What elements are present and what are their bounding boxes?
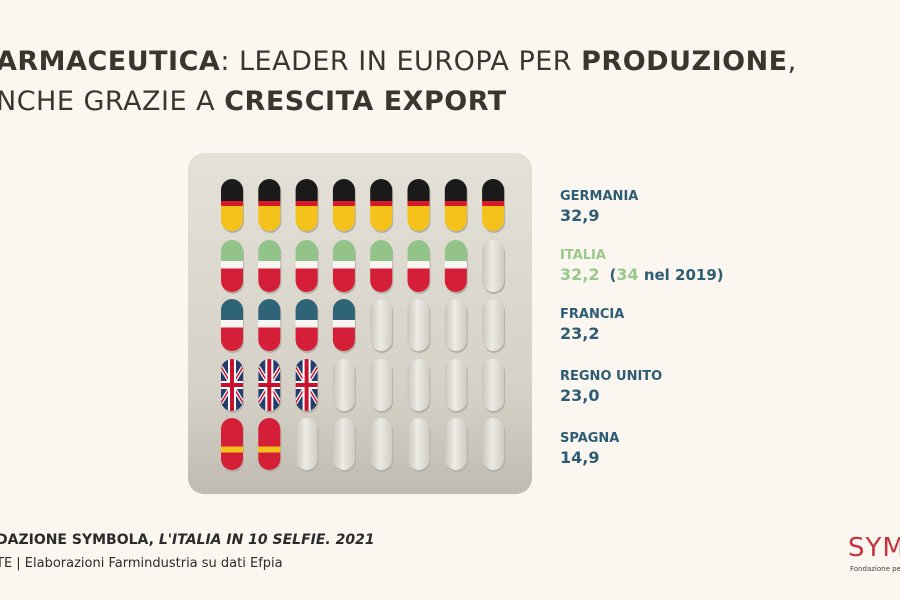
- logo-mark: SYM: [848, 533, 900, 563]
- flag-pill: [332, 179, 355, 231]
- flag-pill: [407, 179, 430, 231]
- empty-pill: [407, 418, 430, 470]
- title-part: : LEADER IN EUROPA PER: [220, 46, 581, 77]
- pill-row: [221, 299, 506, 353]
- source: DAZIONE SYMBOLA,: [0, 532, 159, 548]
- country-name: SPAGNA: [560, 431, 619, 446]
- empty-pill: [295, 418, 318, 470]
- title-line-2: NCHE GRAZIE A CRESCITA EXPORT: [0, 86, 507, 117]
- country-name: ITALIA: [560, 248, 606, 263]
- flag-pill: [221, 179, 243, 231]
- empty-pill: [332, 418, 355, 470]
- note: nel 2019): [639, 266, 724, 284]
- pill-row: [221, 359, 506, 413]
- flag-pill: [221, 359, 243, 411]
- flag-pill: [221, 299, 243, 351]
- empty-pill: [482, 240, 505, 292]
- empty-pill: [444, 418, 467, 470]
- country-value: 32,2 (34 nel 2019): [560, 265, 724, 284]
- empty-pill: [370, 299, 393, 351]
- empty-pill: [332, 359, 355, 411]
- pill-row: [221, 240, 506, 294]
- country-value: 32,2: [560, 265, 599, 284]
- country-name: FRANCIA: [560, 307, 624, 322]
- uk-cross-red: [304, 359, 309, 411]
- flag-pill: [295, 240, 318, 292]
- empty-pill: [370, 359, 393, 411]
- empty-pill: [482, 418, 505, 470]
- title-part: PRODUZIONE: [581, 46, 788, 77]
- publication: L'ITALIA IN 10 SELFIE. 2021: [159, 532, 375, 548]
- logo-text: Fondazione per l: [850, 565, 900, 573]
- title-part: NCHE GRAZIE A: [0, 86, 224, 117]
- footer-source: DAZIONE SYMBOLA, L'ITALIA IN 10 SELFIE. …: [0, 532, 375, 548]
- flag-pill: [258, 359, 281, 411]
- flag-pill: [258, 179, 281, 231]
- note-value: 34: [616, 265, 638, 284]
- flag-pill: [258, 418, 281, 470]
- title-part: ,: [788, 46, 797, 77]
- flag-pill: [407, 240, 430, 292]
- empty-pill: [407, 359, 430, 411]
- country-value: 32,9: [560, 206, 599, 225]
- flag-pill: [370, 179, 393, 231]
- country-labels: GERMANIA 32,9 ITALIA 32,2 (34 nel 2019) F…: [560, 189, 724, 467]
- pill-row: [221, 179, 506, 233]
- country-value: 23,2: [560, 324, 599, 343]
- flag-pill: [332, 240, 355, 292]
- flag-pill: [444, 240, 467, 292]
- flag-pill: [370, 240, 393, 292]
- empty-pill: [444, 359, 467, 411]
- uk-cross-red: [267, 359, 272, 411]
- flag-pill: [295, 179, 318, 231]
- flag-pill: [295, 299, 318, 351]
- country-name: REGNO UNITO: [560, 369, 662, 384]
- empty-pill: [482, 299, 505, 351]
- flag-pill: [258, 240, 281, 292]
- footer-note: TE | Elaborazioni Farmindustria su dati …: [0, 556, 283, 571]
- country-value: 14,9: [560, 448, 599, 467]
- empty-pill: [407, 299, 430, 351]
- title-part: CRESCITA EXPORT: [224, 86, 507, 117]
- note: (: [609, 266, 616, 284]
- country-value: 23,0: [560, 386, 599, 405]
- empty-pill: [370, 418, 393, 470]
- flag-pill: [221, 240, 243, 292]
- flag-pill: [258, 299, 281, 351]
- flag-pill: [332, 299, 355, 351]
- title-part: ARMACEUTICA: [0, 46, 220, 77]
- flag-pill: [482, 179, 505, 231]
- pill-grid: [221, 179, 506, 472]
- country-name: GERMANIA: [560, 189, 638, 204]
- title-line-1: ARMACEUTICA: LEADER IN EUROPA PER PRODUZ…: [0, 46, 797, 77]
- empty-pill: [482, 359, 505, 411]
- uk-cross-red: [230, 359, 234, 411]
- flag-pill: [221, 418, 243, 470]
- flag-pill: [295, 359, 318, 411]
- pill-row: [221, 418, 506, 472]
- empty-pill: [444, 299, 467, 351]
- flag-pill: [444, 179, 467, 231]
